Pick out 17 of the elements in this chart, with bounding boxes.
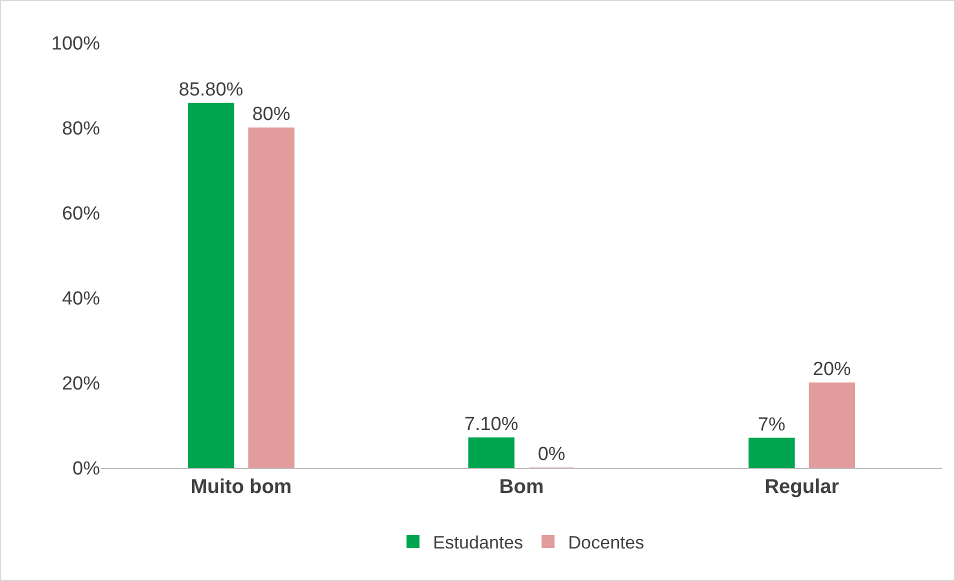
y-tick-label: 80%: [62, 118, 100, 140]
y-tick-label: 100%: [51, 34, 100, 55]
data-label: 80%: [252, 104, 290, 125]
data-label: 0%: [538, 444, 566, 465]
data-label: 20%: [812, 359, 852, 380]
data-label: 7%: [758, 414, 786, 436]
data-label: 7.10%: [464, 414, 518, 435]
y-tick-label: 40%: [62, 288, 100, 310]
legend-label: Estudantes: [433, 532, 524, 552]
y-tick-label: 0%: [72, 458, 100, 480]
y-tick-label: 60%: [62, 204, 100, 225]
legend-label: Docentes: [568, 532, 644, 552]
data-label: 85.80%: [178, 79, 244, 100]
y-tick-label: 20%: [62, 374, 100, 395]
x-tick-label: Bom: [499, 476, 544, 498]
x-tick-label: Regular: [764, 476, 840, 498]
x-tick-label: Muito bom: [190, 476, 292, 498]
